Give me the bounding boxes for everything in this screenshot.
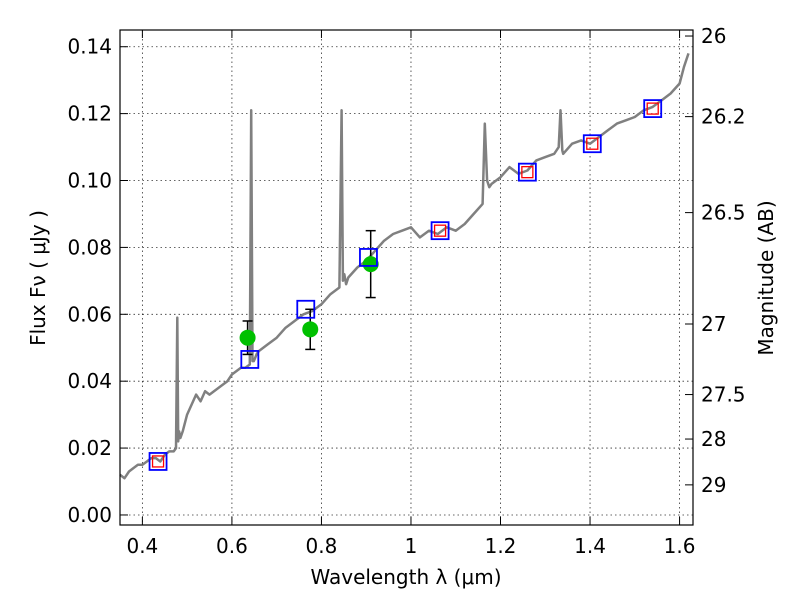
grid (120, 30, 693, 525)
right-axis-label: Magnitude (AB) (754, 200, 778, 355)
model-synthetic-square (240, 350, 260, 369)
x-tick-label: 0.4 (126, 534, 158, 558)
alt-synthetic-square (521, 165, 534, 179)
x-tick-label: 1.6 (664, 534, 696, 558)
plot-area (119, 53, 690, 480)
right-tick-label: 26.5 (701, 201, 746, 225)
plot-frame (119, 29, 694, 526)
x-tick-label: 1 (405, 534, 418, 558)
observed-point (362, 256, 379, 273)
model-synthetic-square (296, 299, 316, 319)
model-synthetic-square (148, 452, 168, 471)
x-axis-label: Wavelength λ (μm) (310, 565, 501, 589)
model-spectrum-line (119, 53, 690, 480)
right-tick-label: 28 (701, 427, 726, 451)
y-tick-label: 0.10 (67, 169, 112, 193)
right-tick-label: 29 (701, 473, 726, 497)
y-tick-label: 0.04 (67, 369, 112, 393)
model-synthetic-square (430, 221, 450, 241)
y-tick-label: 0.12 (67, 102, 112, 126)
y-tick-label: 0.14 (67, 35, 112, 59)
right-tick-label: 27 (701, 312, 726, 336)
right-tick-label: 26 (701, 24, 726, 48)
model-synthetic-square (517, 162, 537, 182)
axes: 0.4 0.6 0.8 1 1.2 1.4 1.6 0.00 0.02 0.04 0.06 0.08 0… (67, 24, 745, 558)
model-synthetic-square (643, 99, 663, 118)
x-tick-label: 1.2 (485, 534, 517, 558)
y-tick-label: 0.02 (67, 436, 112, 460)
observed-point (239, 329, 256, 346)
y-tick-label: 0.06 (67, 302, 112, 326)
y-tick-label: 0.00 (67, 503, 112, 527)
observed-point (302, 321, 319, 338)
right-tick-label: 27.5 (701, 383, 746, 407)
y-axis-label: Flux Fν ( μJy ) (26, 210, 50, 346)
alt-synthetic-square (646, 102, 659, 115)
x-tick-label: 0.8 (306, 534, 338, 558)
alt-synthetic-square (151, 455, 165, 468)
alt-synthetic-square (586, 137, 599, 150)
model-synthetic-square (582, 134, 602, 154)
alt-synthetic-square (433, 224, 447, 237)
x-tick-label: 0.6 (216, 534, 248, 558)
x-tick-label: 1.4 (574, 534, 606, 558)
y-tick-label: 0.08 (67, 235, 112, 259)
model-synthetic-square (359, 248, 378, 267)
right-tick-label: 26.2 (701, 105, 746, 129)
